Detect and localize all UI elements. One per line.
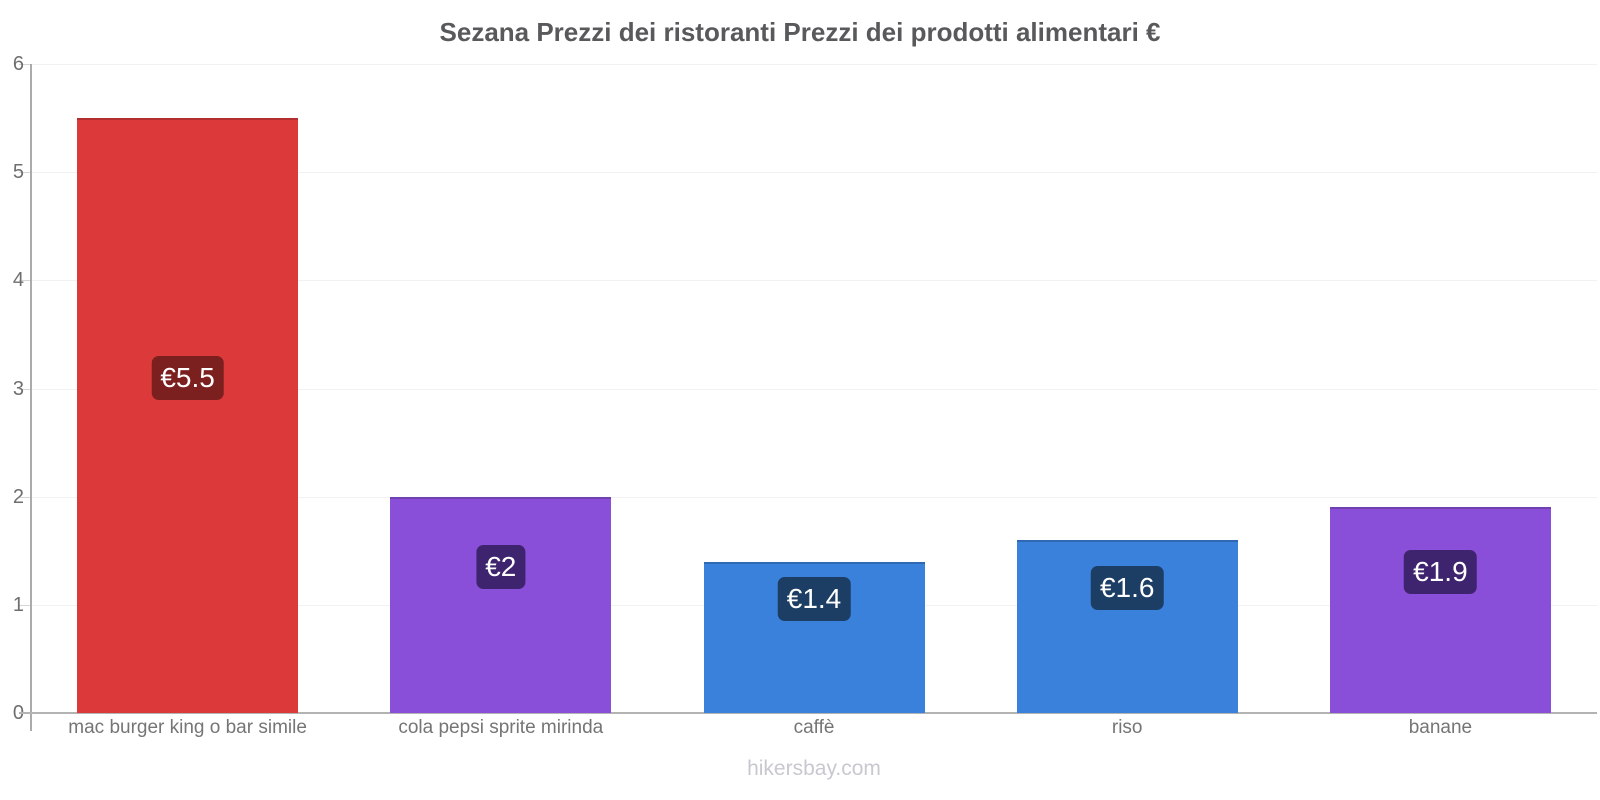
y-tick-label: 5 [12, 161, 24, 184]
y-tick-label: 1 [12, 593, 24, 616]
bar-cola-pepsi-sprite-mirinda: €2 [390, 496, 612, 713]
bar-caffè: €1.4 [703, 561, 925, 713]
x-category-label: banane [1408, 717, 1473, 738]
y-gridline [31, 388, 1597, 390]
value-badge: €1.4 [777, 577, 851, 622]
chart-title: Sezana Prezzi dei ristoranti Prezzi dei … [439, 17, 1161, 47]
value-badge: €1.6 [1090, 566, 1164, 611]
x-category-label: caffè [793, 717, 835, 738]
y-gridline [31, 280, 1597, 282]
y-tick-mark [19, 172, 31, 174]
value-badge: €5.5 [151, 355, 224, 400]
y-gridline [31, 172, 1597, 174]
bar-riso: €1.6 [1016, 539, 1238, 713]
y-tick-label: 0 [0, 701, 24, 725]
bar-banane: €1.9 [1329, 507, 1551, 713]
y-tick-label: 2 [12, 485, 24, 508]
y-tick-mark [19, 496, 31, 498]
x-category-label: cola pepsi sprite mirinda [398, 717, 604, 738]
y-tick-label: 4 [12, 269, 24, 292]
y-axis-line [30, 64, 32, 731]
y-tick-mark [19, 280, 31, 282]
watermark-text: hikersbay.com [747, 757, 881, 780]
y-gridline [31, 64, 1597, 65]
y-gridline [31, 496, 1597, 498]
y-tick-label: 6 [12, 53, 24, 75]
x-axis-line [19, 712, 1597, 714]
y-tick-mark [19, 604, 31, 606]
value-badge: €2 [476, 544, 526, 589]
y-tick-mark [19, 388, 31, 390]
y-tick-mark [19, 64, 31, 65]
x-category-label: mac burger king o bar simile [68, 717, 307, 738]
value-badge: €1.9 [1404, 550, 1477, 595]
y-tick-label: 3 [12, 377, 24, 400]
bar-mac-burger-king-o-bar-simile: €5.5 [77, 118, 299, 713]
x-category-label: riso [1111, 717, 1143, 738]
